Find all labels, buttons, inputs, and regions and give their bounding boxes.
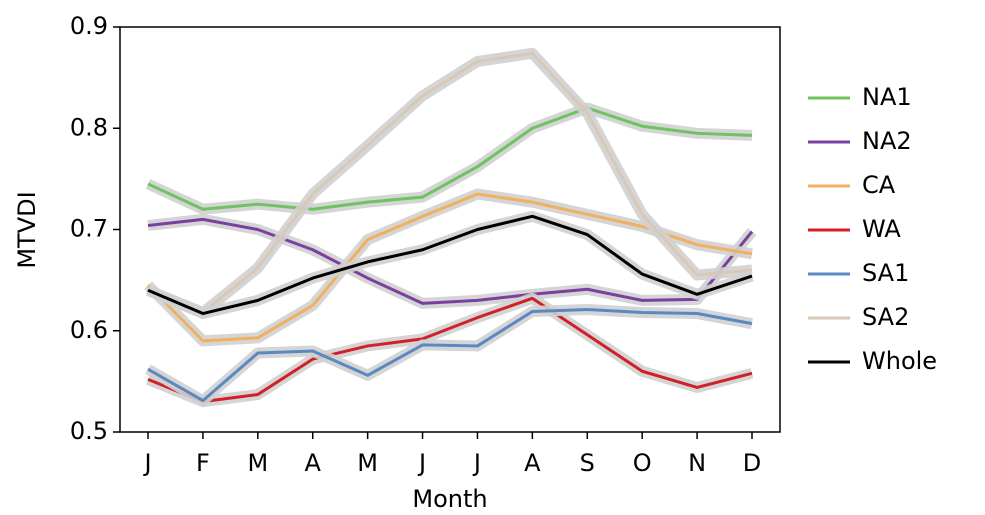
legend-label: WA	[862, 215, 901, 243]
legend-label: SA1	[862, 259, 909, 287]
x-tick-label: M	[357, 449, 378, 477]
plot-frame	[119, 26, 781, 433]
y-axis-label: MTVDI	[13, 191, 41, 268]
x-tick-label: M	[247, 449, 268, 477]
line-halo	[145, 102, 753, 215]
legend-label: CA	[862, 171, 896, 199]
x-tick-label: D	[743, 449, 761, 477]
line	[146, 192, 753, 343]
legend-label: NA1	[862, 83, 912, 111]
legend-label: Whole	[862, 347, 937, 375]
line	[147, 51, 753, 315]
line	[147, 214, 753, 316]
y-tick-label: 0.5	[70, 417, 108, 445]
y-tick-label: 0.9	[70, 12, 108, 40]
x-tick-label: N	[688, 449, 706, 477]
line	[147, 217, 754, 305]
x-tick-label: O	[633, 449, 652, 477]
x-tick-label: A	[305, 449, 322, 477]
x-tick-label: J	[142, 449, 151, 477]
x-tick-label: J	[417, 449, 426, 477]
y-tick-label: 0.8	[70, 113, 108, 141]
line-halo	[144, 188, 753, 347]
line	[147, 307, 753, 403]
line	[147, 106, 753, 211]
legend-label: NA2	[862, 127, 912, 155]
x-tick-label: S	[580, 449, 595, 477]
x-tick-label: J	[472, 449, 481, 477]
legend-label: SA2	[862, 303, 909, 331]
x-tick-label: A	[524, 449, 541, 477]
y-tick-label: 0.7	[70, 215, 108, 243]
y-tick-label: 0.6	[70, 316, 108, 344]
x-axis-label: Month	[412, 485, 487, 513]
x-tick-label: F	[196, 449, 210, 477]
line	[147, 296, 753, 404]
